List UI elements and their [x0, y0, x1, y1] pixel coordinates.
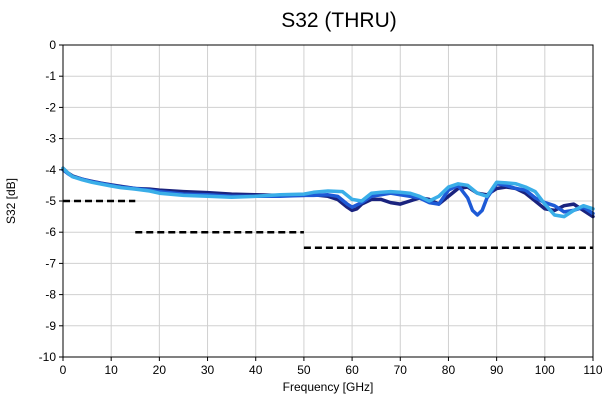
y-tick-label: -2 [45, 100, 56, 114]
chart-title: S32 (THRU) [281, 9, 397, 32]
x-tick-label: 60 [345, 363, 359, 377]
y-tick-label: 0 [49, 38, 56, 52]
y-axis-ticks: 0 -1 -2 -3 -4 -5 -6 -7 -8 -9 -10 [39, 38, 63, 364]
x-tick-label: 20 [153, 363, 167, 377]
y-tick-label: -8 [45, 288, 56, 302]
x-tick-label: 110 [583, 363, 602, 377]
series-line-3 [61, 166, 595, 219]
y-tick-label: -1 [45, 69, 56, 83]
x-tick-label: 40 [249, 363, 263, 377]
y-axis-label: S32 [dB] [4, 178, 18, 224]
y-tick-label: -7 [45, 256, 56, 270]
y-tick-label: -3 [45, 132, 56, 146]
y-tick-label: -5 [45, 194, 56, 208]
x-tick-label: 10 [105, 363, 119, 377]
x-axis-label: Frequency [GHz] [283, 380, 374, 394]
y-tick-label: -4 [45, 163, 56, 177]
x-tick-label: 0 [60, 363, 67, 377]
x-tick-label: 50 [297, 363, 311, 377]
x-tick-label: 80 [442, 363, 456, 377]
grid-lines [62, 44, 594, 358]
x-tick-label: 70 [394, 363, 408, 377]
y-tick-label: -10 [39, 350, 57, 364]
y-tick-label: -6 [45, 225, 56, 239]
y-tick-label: -9 [45, 319, 56, 333]
x-tick-label: 30 [201, 363, 215, 377]
series-lines [61, 166, 595, 219]
limit-lines [63, 199, 593, 250]
x-tick-label: 100 [535, 363, 555, 377]
x-tick-label: 90 [490, 363, 504, 377]
x-axis-ticks: 0 10 20 30 40 50 60 70 80 90 100 110 [60, 357, 603, 377]
